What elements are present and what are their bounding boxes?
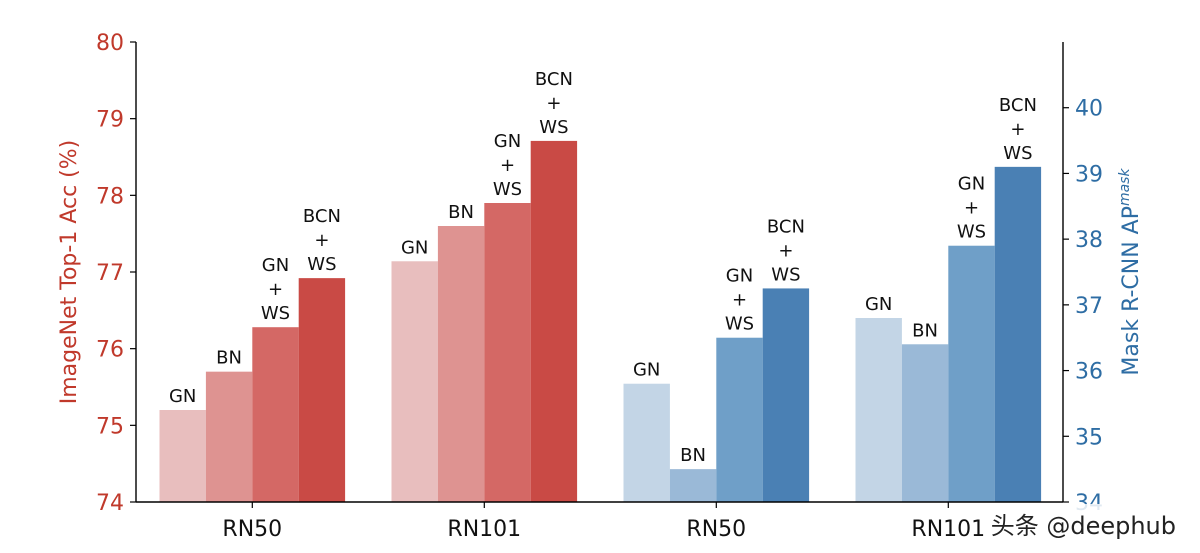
bar-right-3-3: [994, 166, 1042, 502]
bar-label: GN: [401, 237, 428, 258]
bar-label: BN: [680, 445, 706, 466]
bar-label: WS: [771, 264, 800, 285]
bar-label: GN: [633, 360, 660, 381]
bar-label: BN: [912, 320, 938, 341]
bar-label: BN: [216, 348, 242, 369]
left-tick-label: 77: [96, 261, 124, 286]
bar-label: BCN: [999, 95, 1037, 116]
bar-label: WS: [539, 117, 568, 138]
x-tick-label: RN50: [686, 517, 746, 542]
bar-label: +: [268, 279, 283, 300]
bar-left-1-1: [437, 226, 485, 502]
bar-label: BN: [448, 202, 474, 223]
left-tick-label: 78: [96, 184, 124, 209]
right-axis-label: Mask R-CNN APmask: [1117, 168, 1144, 376]
bar-left-0-0: [159, 410, 206, 502]
bar-label: GN: [865, 294, 892, 315]
left-axis-label: ImageNet Top-1 Acc (%): [57, 140, 82, 404]
bar-left-0-1: [205, 371, 253, 502]
bar-label: WS: [261, 303, 290, 324]
bar-label: GN: [262, 255, 289, 276]
x-tick-label: RN101: [911, 517, 985, 542]
bar-label: +: [314, 230, 329, 251]
bar-label: WS: [493, 179, 522, 200]
right-tick-label: 39: [1075, 162, 1103, 187]
left-tick-label: 80: [96, 31, 124, 56]
bar-label: +: [500, 155, 515, 176]
bar-labels-layer: GN BN GN + WS BCN + WS GN BN GN + WS BCN + WS GN BN GN + WS B…: [169, 69, 1037, 466]
bar-left-1-3: [530, 140, 578, 502]
bar-label: BCN: [303, 206, 341, 227]
bar-left-0-2: [252, 327, 299, 502]
watermark: 头条 @deephub: [984, 504, 1182, 543]
bar-right-3-2: [948, 245, 995, 502]
left-tick-label: 74: [96, 491, 124, 516]
bar-label: +: [1010, 119, 1025, 140]
bar-label: GN: [169, 386, 196, 407]
bar-right-2-2: [716, 337, 763, 502]
bar-right-3-1: [901, 344, 949, 502]
bar-label: +: [732, 290, 747, 311]
bar-label: WS: [307, 254, 336, 275]
bar-label: WS: [1003, 143, 1032, 164]
bar-right-2-0: [623, 383, 670, 502]
x-tick-label: RN101: [447, 517, 521, 542]
bar-left-1-2: [484, 203, 531, 502]
bar-label: WS: [725, 314, 754, 335]
bar-left-1-0: [391, 261, 438, 502]
bar-right-2-1: [669, 469, 717, 502]
right-tick-label: 38: [1075, 228, 1103, 253]
x-tick-label: RN50: [222, 517, 282, 542]
bar-right-2-3: [762, 288, 810, 502]
left-tick-label: 79: [96, 108, 124, 133]
bar-label: GN: [494, 131, 521, 152]
bar-label: GN: [726, 266, 753, 287]
bar-label: +: [964, 198, 979, 219]
axes-layer: RN50RN101RN50RN1017475767778798034353637…: [57, 31, 1144, 542]
left-tick-label: 75: [96, 414, 124, 439]
right-tick-label: 35: [1075, 425, 1103, 450]
right-tick-label: 40: [1075, 97, 1103, 122]
left-tick-label: 76: [96, 338, 124, 363]
bar-left-0-3: [298, 278, 346, 502]
bar-label: +: [778, 240, 793, 261]
bar-right-3-0: [855, 318, 902, 502]
bar-label: BCN: [767, 216, 805, 237]
right-tick-label: 36: [1075, 360, 1103, 385]
bar-label: BCN: [535, 69, 573, 90]
right-tick-label: 37: [1075, 294, 1103, 319]
bar-label: +: [546, 93, 561, 114]
bar-label: GN: [958, 174, 985, 195]
bar-label: WS: [957, 222, 986, 243]
bars-layer: [159, 140, 1042, 502]
